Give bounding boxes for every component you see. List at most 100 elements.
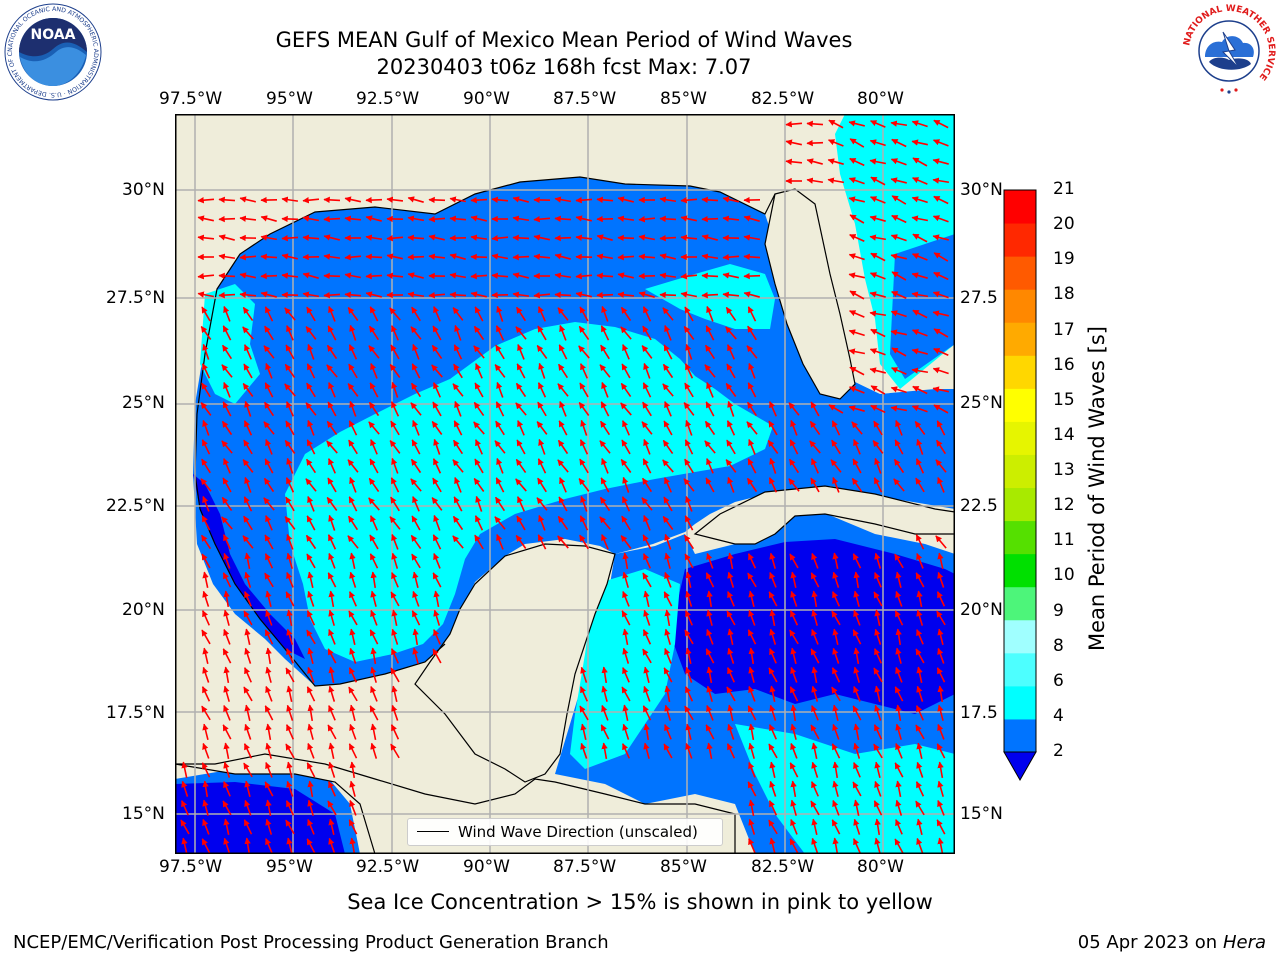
wind-wave-arrow: [578, 478, 590, 492]
wind-wave-arrow: [600, 344, 610, 360]
wind-wave-arrow: [201, 686, 211, 702]
sea-ice-note: Sea Ice Concentration > 15% is shown in …: [347, 890, 933, 914]
wind-wave-arrow: [790, 666, 798, 683]
wind-wave-arrow: [915, 724, 925, 740]
wind-wave-arrow: [202, 495, 210, 512]
wind-wave-arrow: [809, 420, 821, 436]
wind-wave-arrow: [664, 628, 671, 645]
wind-wave-arrow: [242, 383, 254, 397]
wind-wave-arrow: [937, 628, 944, 645]
wind-wave-arrow: [264, 325, 274, 341]
wind-wave-arrow: [748, 742, 755, 759]
wind-wave-arrow: [685, 666, 693, 683]
wind-wave-arrow: [915, 534, 925, 550]
wind-wave-arrow: [265, 723, 272, 741]
wind-wave-arrow: [601, 742, 608, 760]
wind-wave-arrow: [285, 800, 295, 816]
wind-wave-arrow: [369, 458, 379, 474]
wind-wave-arrow: [306, 306, 316, 322]
wind-wave-arrow: [349, 628, 356, 645]
wind-wave-arrow: [344, 215, 362, 222]
colorbar-tick-label: 15: [1053, 389, 1075, 410]
wind-wave-arrow: [916, 705, 924, 721]
wind-wave-arrow: [307, 799, 314, 816]
wind-wave-arrow: [286, 837, 293, 854]
wind-wave-arrow: [932, 291, 949, 299]
wind-wave-arrow: [201, 629, 211, 645]
wind-wave-arrow: [306, 686, 316, 702]
wind-wave-arrow: [769, 571, 777, 588]
wind-wave-arrow: [705, 572, 715, 588]
wind-wave-arrow: [223, 458, 231, 474]
wind-wave-arrow: [643, 438, 651, 455]
wind-wave-arrow: [368, 421, 380, 435]
wind-wave-arrow: [181, 800, 189, 816]
wind-wave-arrow: [725, 306, 737, 322]
colorbar: [1003, 189, 1037, 782]
wind-wave-arrow: [748, 362, 756, 379]
lon-tick-bottom: 97.5°W: [159, 857, 223, 877]
wind-wave-arrow: [873, 743, 883, 759]
wind-wave-arrow: [410, 382, 422, 398]
wind-wave-arrow: [368, 497, 380, 511]
wind-wave-arrow: [495, 325, 505, 341]
wind-wave-arrow: [181, 837, 188, 854]
wind-wave-arrow: [306, 762, 316, 778]
wind-wave-arrow: [411, 363, 421, 379]
wind-wave-arrow: [410, 478, 422, 492]
wind-wave-arrow: [407, 215, 425, 222]
wind-wave-arrow: [557, 439, 569, 455]
florida-peninsula: [764, 188, 856, 400]
wind-wave-arrow: [811, 609, 818, 626]
wind-wave-arrow: [452, 383, 464, 397]
wind-wave-arrow: [368, 345, 380, 359]
wind-wave-arrow: [470, 196, 488, 204]
wind-wave-arrow: [197, 234, 215, 241]
wind-wave-arrow: [932, 158, 949, 165]
wind-wave-arrow: [281, 196, 299, 203]
wind-wave-arrow: [200, 402, 212, 416]
wind-wave-arrow: [599, 496, 611, 512]
wind-wave-arrow: [302, 234, 320, 241]
wind-wave-arrow: [680, 197, 698, 204]
wind-wave-arrow: [473, 345, 485, 359]
wind-wave-arrow: [790, 780, 797, 798]
wind-wave-arrow: [806, 120, 824, 128]
wind-wave-arrow: [223, 818, 230, 835]
wind-wave-arrow: [704, 364, 716, 378]
wind-wave-arrow: [869, 272, 886, 280]
wind-wave-arrow: [601, 685, 608, 702]
wind-wave-arrow: [683, 402, 695, 416]
wind-wave-arrow: [286, 724, 294, 740]
lat-tick-left: 17.5°N: [106, 703, 166, 723]
lat-tick-right: 15°N: [960, 804, 1003, 824]
legend-line-sample: [417, 831, 449, 832]
wind-wave-arrow: [365, 253, 383, 261]
wind-wave-arrow: [349, 476, 357, 493]
wind-wave-arrow: [491, 253, 509, 260]
wind-wave-arrow: [638, 216, 656, 223]
wind-wave-arrow: [284, 363, 296, 379]
wind-wave-arrow: [895, 799, 903, 816]
wind-wave-arrow: [365, 291, 382, 298]
wind-wave-arrow: [747, 572, 757, 588]
wind-wave-arrow: [916, 837, 924, 854]
wind-wave-arrow: [449, 196, 467, 203]
wind-wave-arrow: [347, 307, 359, 321]
wind-wave-arrow: [391, 381, 399, 398]
wind-wave-arrow: [894, 686, 904, 702]
wind-wave-arrow: [537, 477, 547, 493]
wind-wave-arrow: [937, 476, 945, 493]
wind-wave-arrow: [327, 325, 337, 341]
wind-wave-arrow: [643, 742, 650, 759]
wind-wave-arrow: [326, 364, 338, 378]
lat-tick-left: 27.5°N: [106, 288, 166, 308]
wind-wave-arrow: [874, 552, 882, 569]
wind-wave-arrow: [915, 800, 925, 816]
wind-wave-arrow: [223, 685, 230, 702]
wind-wave-arrow: [790, 799, 797, 816]
wind-wave-arrow: [933, 348, 949, 356]
lon-tick-bottom: 95°W: [266, 857, 313, 877]
wind-wave-arrow: [912, 177, 928, 185]
wind-wave-arrow: [285, 819, 295, 835]
